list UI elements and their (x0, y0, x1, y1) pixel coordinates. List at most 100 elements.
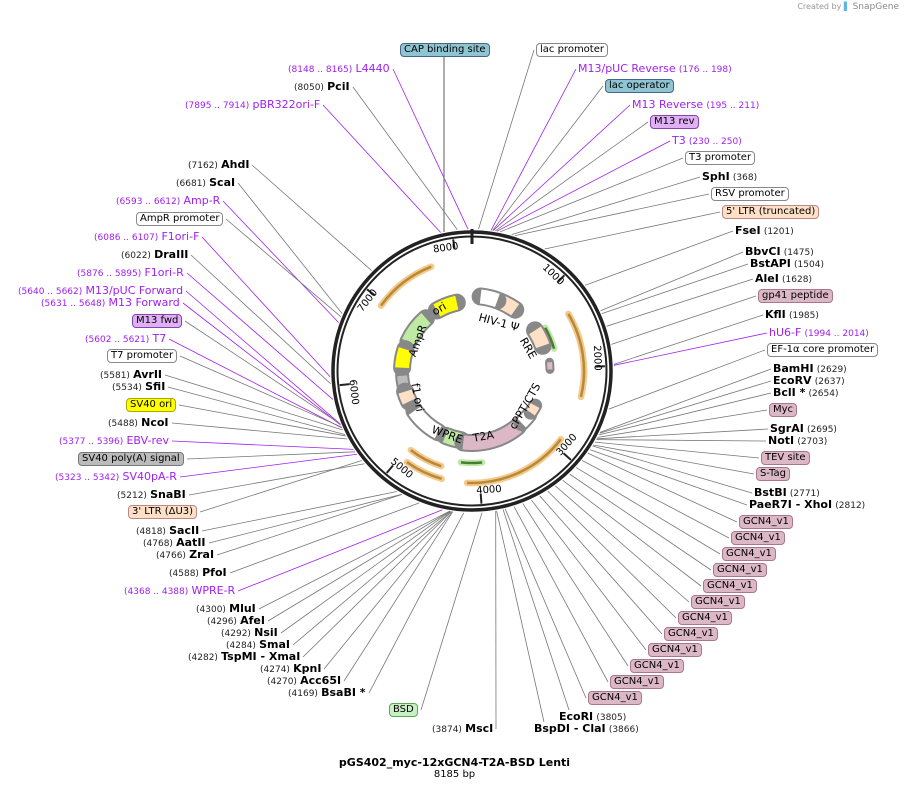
primer-label-m13-forward[interactable]: (5631 .. 5648) M13 Forward (41, 296, 180, 311)
enzyme-label-aatii[interactable]: (4768) AatII (143, 536, 206, 551)
site-position: (195 .. 211) (706, 101, 760, 111)
enzyme-label-sphi[interactable]: SphI (368) (702, 170, 757, 185)
enzyme-label-sfii[interactable]: (5534) SfiI (112, 380, 165, 395)
enzyme-label-sgrai[interactable]: SgrAI (2695) (770, 422, 837, 437)
enzyme-label-kpni[interactable]: (4274) KpnI (260, 662, 321, 677)
enzyme-label-smai[interactable]: (4284) SmaI (226, 638, 290, 653)
enzyme-label-noti[interactable]: NotI (2703) (768, 434, 827, 449)
enzyme-label-bcli[interactable]: BclI * (2654) (773, 386, 838, 401)
site-name: Acc65I (300, 674, 342, 687)
enzyme-label-acc65i[interactable]: (4270) Acc65I (267, 674, 341, 689)
site-name: F1ori-F (161, 230, 200, 243)
feature-label-ampr-promoter[interactable]: AmpR promoter (136, 212, 224, 226)
site-name: hU6-F (769, 326, 802, 339)
feature-label-gcn4-v1-4[interactable]: GCN4_v1 (713, 563, 767, 577)
primer-label-m13-puc-forward[interactable]: (5640 .. 5662) M13/pUC Forward (18, 284, 183, 299)
feature-label-gcn4-v1-9[interactable]: GCN4_v1 (648, 643, 702, 657)
site-position: (5581) (100, 371, 130, 381)
enzyme-label-paer7i-xhoi[interactable]: PaeR7I - XhoI (2812) (749, 498, 865, 513)
feature-label-t7-promoter[interactable]: T7 promoter (107, 349, 178, 363)
feature-label-tev-site[interactable]: TEV site (761, 451, 810, 465)
feature-label-gcn4-v1-1[interactable]: GCN4_v1 (739, 515, 793, 529)
enzyme-label-bbvci[interactable]: BbvCI (1475) (745, 245, 814, 260)
feature-label-gcn4-v1-12[interactable]: GCN4_v1 (588, 691, 642, 705)
enzyme-label-mlui[interactable]: (4300) MluI (196, 602, 256, 617)
feature-label-gcn4-v1-3[interactable]: GCN4_v1 (722, 547, 776, 561)
feature-label-lac-operator[interactable]: lac operator (605, 79, 674, 93)
feature-label-t3-promoter[interactable]: T3 promoter (685, 151, 756, 165)
primer-label-t3[interactable]: T3 (230 .. 250) (672, 134, 742, 149)
enzyme-label-tspmi-xmai[interactable]: (4282) TspMI - XmaI (188, 650, 300, 665)
feature-label-gcn4-v1-2[interactable]: GCN4_v1 (731, 531, 785, 545)
enzyme-label-msci[interactable]: (3874) MscI (432, 722, 493, 737)
feature-label-ef-1-core-promoter[interactable]: EF-1α core promoter (767, 343, 879, 357)
backbone-ring (331, 229, 613, 512)
site-position: (230 .. 250) (688, 137, 742, 147)
enzyme-label-bspdi-clai[interactable]: BspDI - ClaI (3866) (534, 722, 639, 737)
primer-label-m13-puc-reverse[interactable]: M13/pUC Reverse (176 .. 198) (578, 62, 732, 77)
site-name: SgrAI (770, 422, 804, 435)
feature-label-myc[interactable]: Myc (769, 403, 798, 417)
enzyme-label-bamhi[interactable]: BamHI (2629) (773, 362, 847, 377)
primer-label-pbr322ori-f[interactable]: (7895 .. 7914) pBR322ori-F (185, 98, 320, 113)
primer-label-amp-r[interactable]: (6593 .. 6612) Amp-R (116, 194, 220, 209)
enzyme-label-bstapi[interactable]: BstAPI (1504) (750, 257, 824, 272)
enzyme-label-zrai[interactable]: (4766) ZraI (156, 548, 214, 563)
enzyme-label-bsabi[interactable]: (4169) BsaBI * (288, 686, 366, 701)
primer-label-wpre-r[interactable]: (4368 .. 4388) WPRE-R (124, 584, 235, 599)
feature-label-gcn4-v1-5[interactable]: GCN4_v1 (703, 579, 757, 593)
site-position: (2654) (808, 389, 839, 399)
enzyme-label-snabi[interactable]: (5212) SnaBI (117, 488, 186, 503)
site-name: EcoRV (773, 374, 812, 387)
enzyme-label-sacii[interactable]: (4818) SacII (136, 524, 199, 539)
primer-label-hu6-f[interactable]: hU6-F (1994 .. 2014) (769, 326, 869, 341)
enzyme-label-afei[interactable]: (4296) AfeI (207, 614, 265, 629)
enzyme-label-ncoi[interactable]: (5488) NcoI (108, 416, 169, 431)
enzyme-label-ahdi[interactable]: (7162) AhdI (188, 158, 249, 173)
enzyme-label-ecori[interactable]: EcoRI (3805) (559, 710, 626, 725)
site-position: (1475) (783, 248, 814, 258)
enzyme-label-ecorv[interactable]: EcoRV (2637) (773, 374, 845, 389)
enzyme-label-alei[interactable]: AleI (1628) (755, 272, 812, 287)
enzyme-label-pfoi[interactable]: (4588) PfoI (169, 566, 227, 581)
enzyme-label-scai[interactable]: (6681) ScaI (176, 176, 235, 191)
feature-label-s-tag[interactable]: S-Tag (756, 467, 790, 481)
feature-label-gcn4-v1-8[interactable]: GCN4_v1 (664, 627, 718, 641)
site-name: PfoI (202, 566, 227, 579)
enzyme-label-nsii[interactable]: (4292) NsiI (221, 626, 278, 641)
primer-label-l4440[interactable]: (8148 .. 8165) L4440 (288, 62, 390, 77)
feature-label-gcn4-v1-7[interactable]: GCN4_v1 (678, 611, 732, 625)
primer-label-ebv-rev[interactable]: (5377 .. 5396) EBV-rev (59, 434, 169, 449)
enzyme-label-pcii[interactable]: (8050) PciI (294, 80, 350, 95)
primer-label-f1ori-f[interactable]: (6086 .. 6107) F1ori-F (94, 230, 199, 245)
primer-label-m13-reverse[interactable]: M13 Reverse (195 .. 211) (632, 98, 759, 113)
feature-label-gp41-peptide[interactable]: gp41 peptide (758, 289, 833, 303)
feature-label-3-ltr-u3[interactable]: 3' LTR (ΔU3) (128, 505, 198, 519)
feature-label-gcn4-v1-10[interactable]: GCN4_v1 (630, 659, 684, 673)
site-position: (6086 .. 6107) (94, 233, 159, 243)
enzyme-label-avrii[interactable]: (5581) AvrII (100, 368, 162, 383)
primer-label-f1ori-r[interactable]: (5876 .. 5895) F1ori-R (77, 266, 184, 281)
feature-label-m13-rev[interactable]: M13 rev (650, 115, 699, 129)
inner-label-7: ori (430, 300, 449, 318)
site-name: SmaI (259, 638, 291, 651)
feature-label-lac-promoter[interactable]: lac promoter (536, 43, 608, 57)
feature-label-5-ltr-truncated[interactable]: 5' LTR (truncated) (722, 205, 820, 219)
primer-label-sv40pa-r[interactable]: (5323 .. 5342) SV40pA-R (55, 470, 177, 485)
feature-label-sv40-ori[interactable]: SV40 ori (126, 398, 177, 412)
feature-label-sv40-poly-a-signal[interactable]: SV40 poly(A) signal (78, 452, 184, 466)
enzyme-label-draiii[interactable]: (6022) DraIII (121, 248, 188, 263)
site-name: M13/pUC Forward (85, 284, 184, 297)
enzyme-label-fsei[interactable]: FseI (1201) (735, 224, 794, 239)
enzyme-label-kfli[interactable]: KflI (1985) (765, 308, 819, 323)
feature-label-rsv-promoter[interactable]: RSV promoter (711, 187, 789, 201)
enzyme-label-bstbi[interactable]: BstBI (2771) (754, 486, 820, 501)
feature-label-gcn4-v1-11[interactable]: GCN4_v1 (610, 675, 664, 689)
feature-label-cap-binding-site[interactable]: CAP binding site (400, 43, 490, 57)
feature-label-gcn4-v1-6[interactable]: GCN4_v1 (691, 595, 745, 609)
primer-label-t7[interactable]: (5602 .. 5621) T7 (85, 332, 166, 347)
feature-label-m13-fwd[interactable]: M13 fwd (132, 314, 183, 328)
feature-label-bsd[interactable]: BSD (389, 703, 418, 717)
site-position: (4292) (221, 629, 251, 639)
site-position: (4300) (196, 605, 226, 615)
